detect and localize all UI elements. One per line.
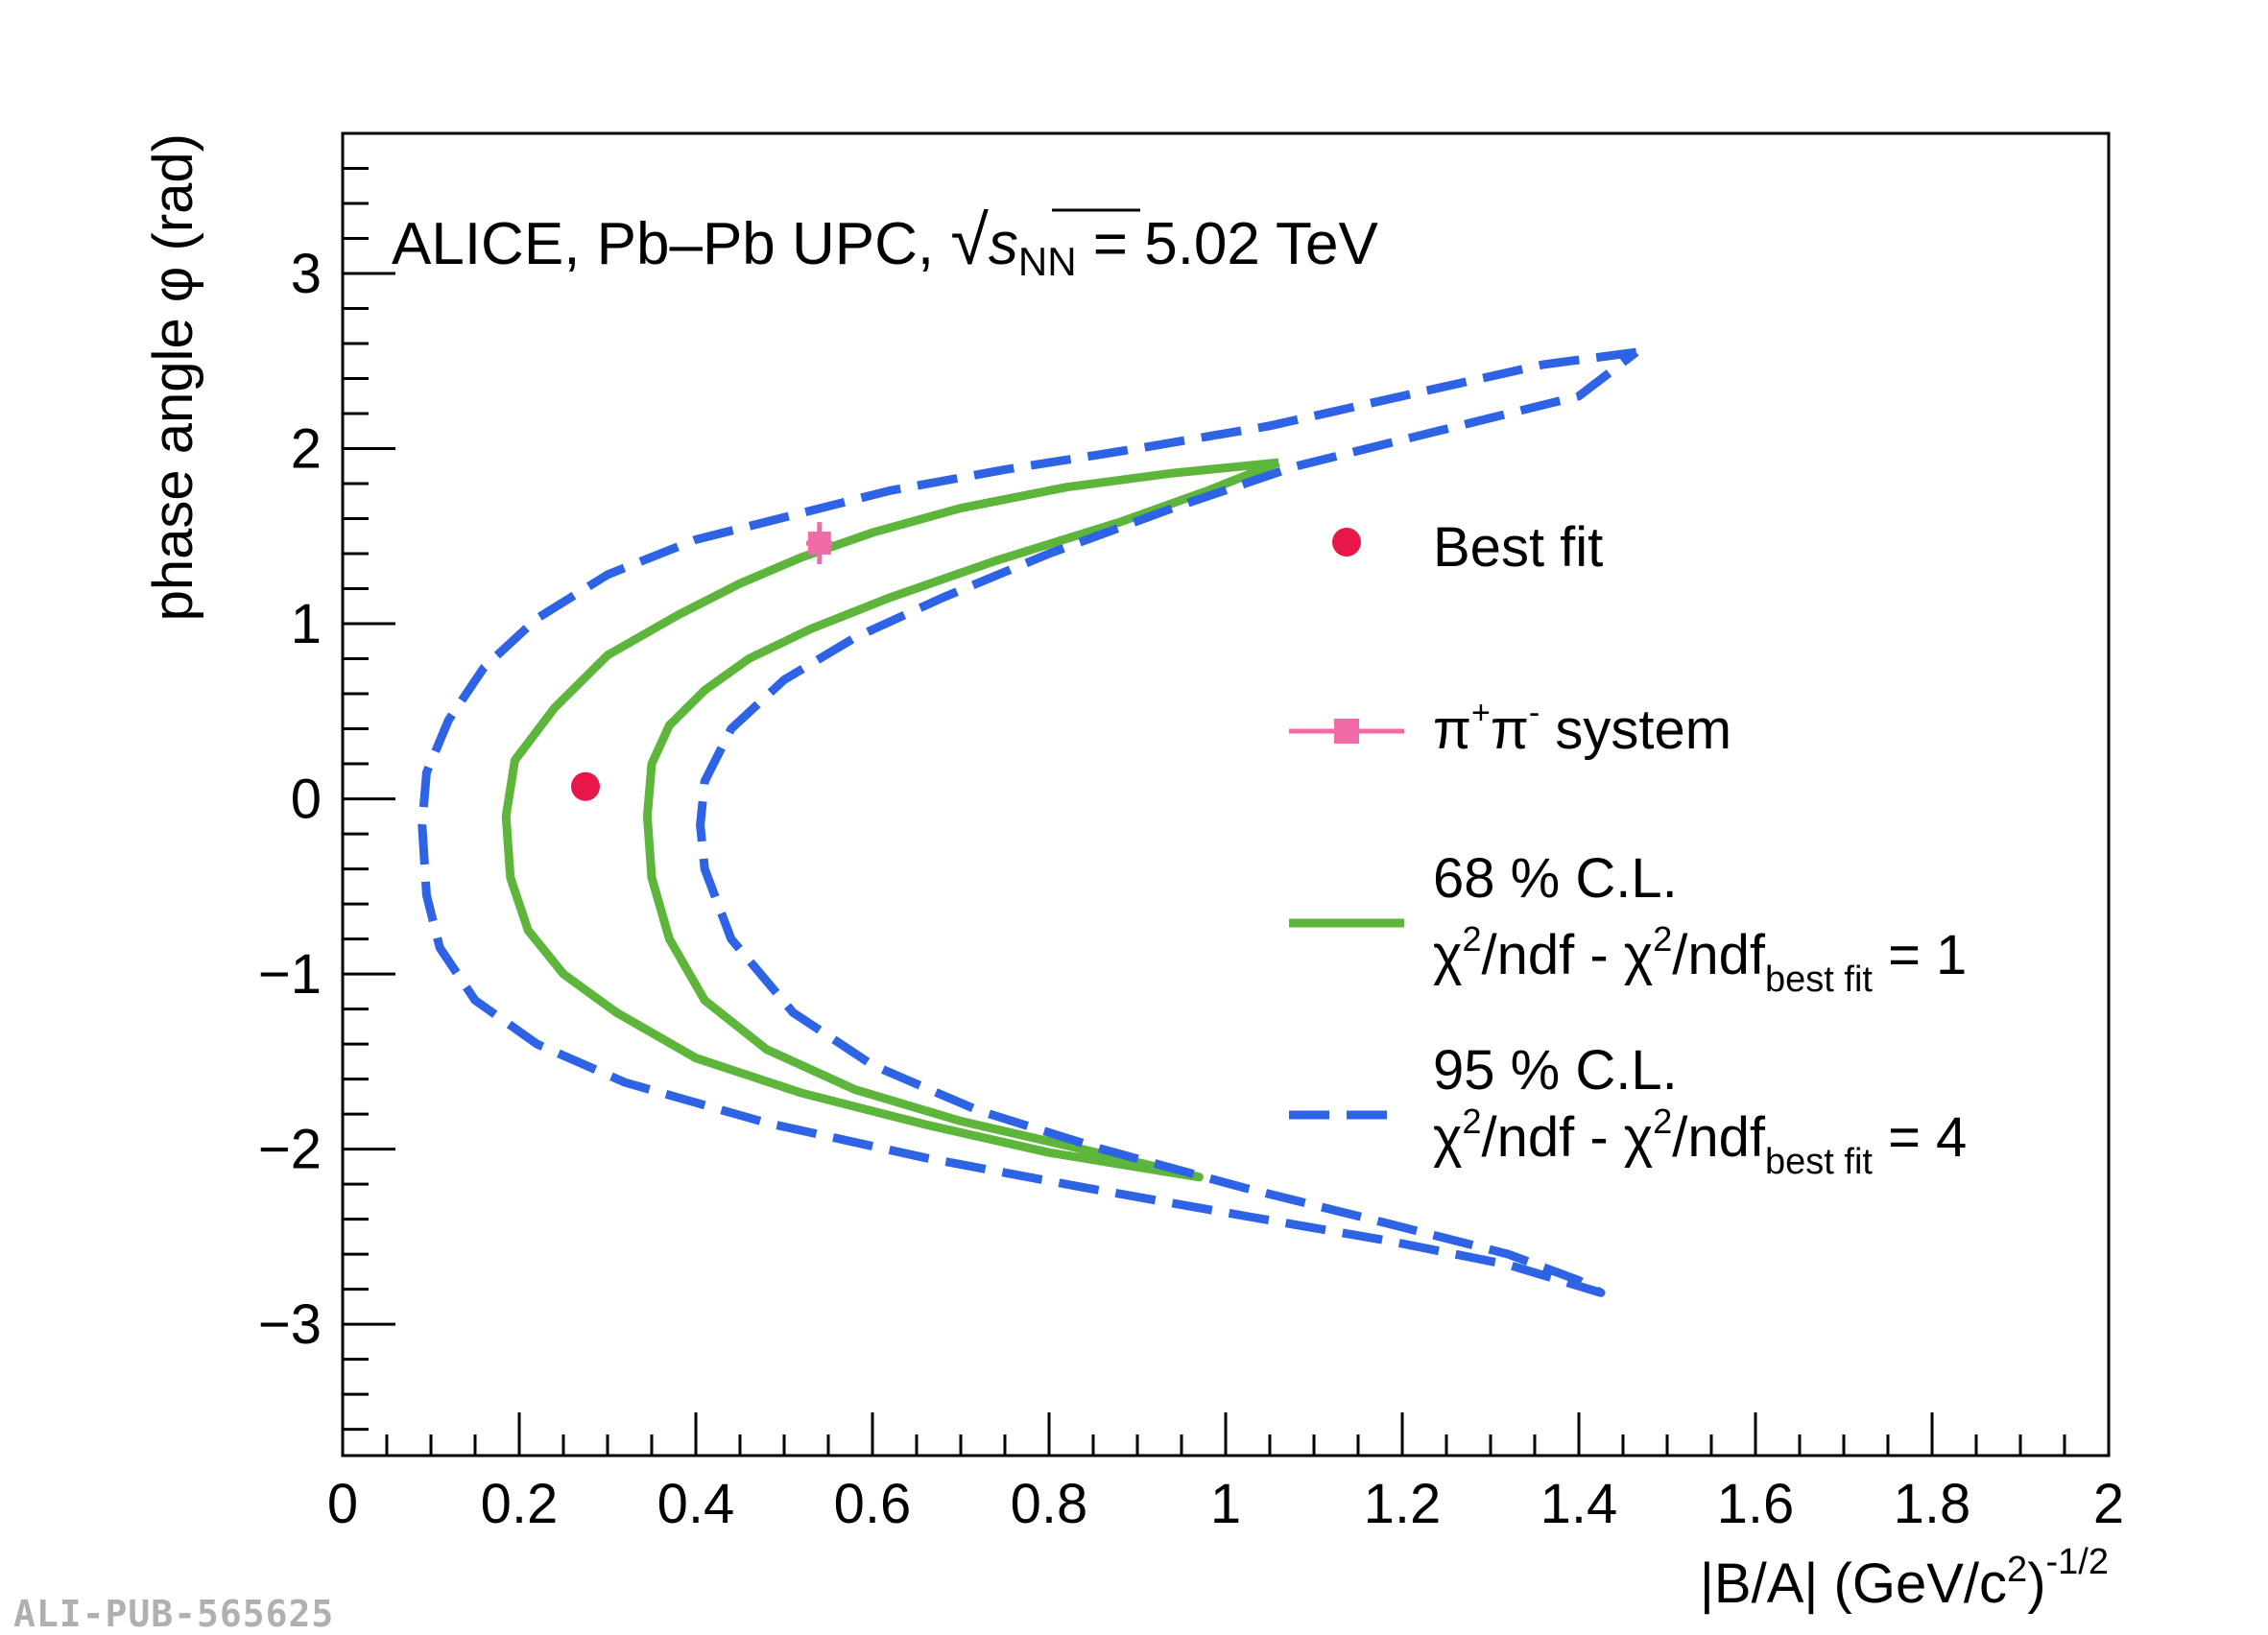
legend-cl68-formula: χ2/ndf - χ2/ndfbest fit = 1 — [1433, 919, 1967, 1000]
x-tick-label: 0.6 — [834, 1473, 912, 1535]
y-tick-label: 3 — [291, 243, 322, 305]
legend-cl95-title: 95 % C.L. — [1433, 1039, 1678, 1102]
legend-cl68-title: 68 % C.L. — [1433, 847, 1678, 910]
x-tick-label: 0.2 — [481, 1473, 559, 1535]
x-tick-label: 1 — [1210, 1473, 1241, 1535]
x-tick-label: 0.4 — [657, 1473, 735, 1535]
legend-best-fit-marker — [1332, 528, 1361, 557]
y-axis-title: phase angle φ (rad) — [142, 133, 204, 621]
best-fit-point — [571, 771, 600, 801]
plot-frame — [341, 131, 2111, 1457]
contour-68-cl — [501, 458, 1280, 1182]
y-tick-label: −3 — [258, 1293, 322, 1356]
y-tick-label: −1 — [258, 943, 322, 1006]
markers — [571, 522, 833, 801]
x-tick-label: 0.8 — [1011, 1473, 1088, 1535]
experiment-annotation: ALICE, Pb–Pb UPC, √sNN = 5.02 TeV — [392, 202, 1378, 284]
x-tick-label: 1.4 — [1540, 1473, 1618, 1535]
y-tick-label: 2 — [291, 418, 322, 481]
y-tick-label: 0 — [291, 769, 322, 831]
x-tick-label: 1.6 — [1717, 1473, 1795, 1535]
legend-best-fit-label: Best fit — [1433, 516, 1603, 579]
legend-pipi-label: π+π- system — [1433, 695, 1731, 761]
legend-cl95-formula: χ2/ndf - χ2/ndfbest fit = 4 — [1433, 1102, 1967, 1182]
x-tick-label: 2 — [2093, 1473, 2124, 1535]
pipi-system-point — [807, 532, 831, 556]
x-tick-label: 1.2 — [1364, 1473, 1442, 1535]
y-tick-label: −2 — [258, 1119, 322, 1181]
x-tick-label: 1.8 — [1894, 1473, 1971, 1535]
contour-95-cl — [418, 347, 1639, 1297]
tick-labels: 0 0.2 0.4 0.6 0.8 1 1.2 1.4 1.6 1.8 2 −3 −2 −1 0 1 2 3 — [258, 243, 2124, 1535]
y-tick-label: 1 — [291, 593, 322, 655]
legend: Best fit π+π- system 68 % C.L. χ2/ndf - … — [1289, 516, 1967, 1182]
x-tick-label: 0 — [327, 1473, 358, 1535]
x-axis-title: |B/A| (GeV/c2)-1/2 — [1700, 1542, 2109, 1615]
publication-id: ALI-PUB-565625 — [13, 1593, 335, 1635]
contours — [418, 347, 1639, 1297]
axis-ticks — [341, 131, 2111, 1456]
legend-pipi-marker — [1334, 719, 1359, 744]
